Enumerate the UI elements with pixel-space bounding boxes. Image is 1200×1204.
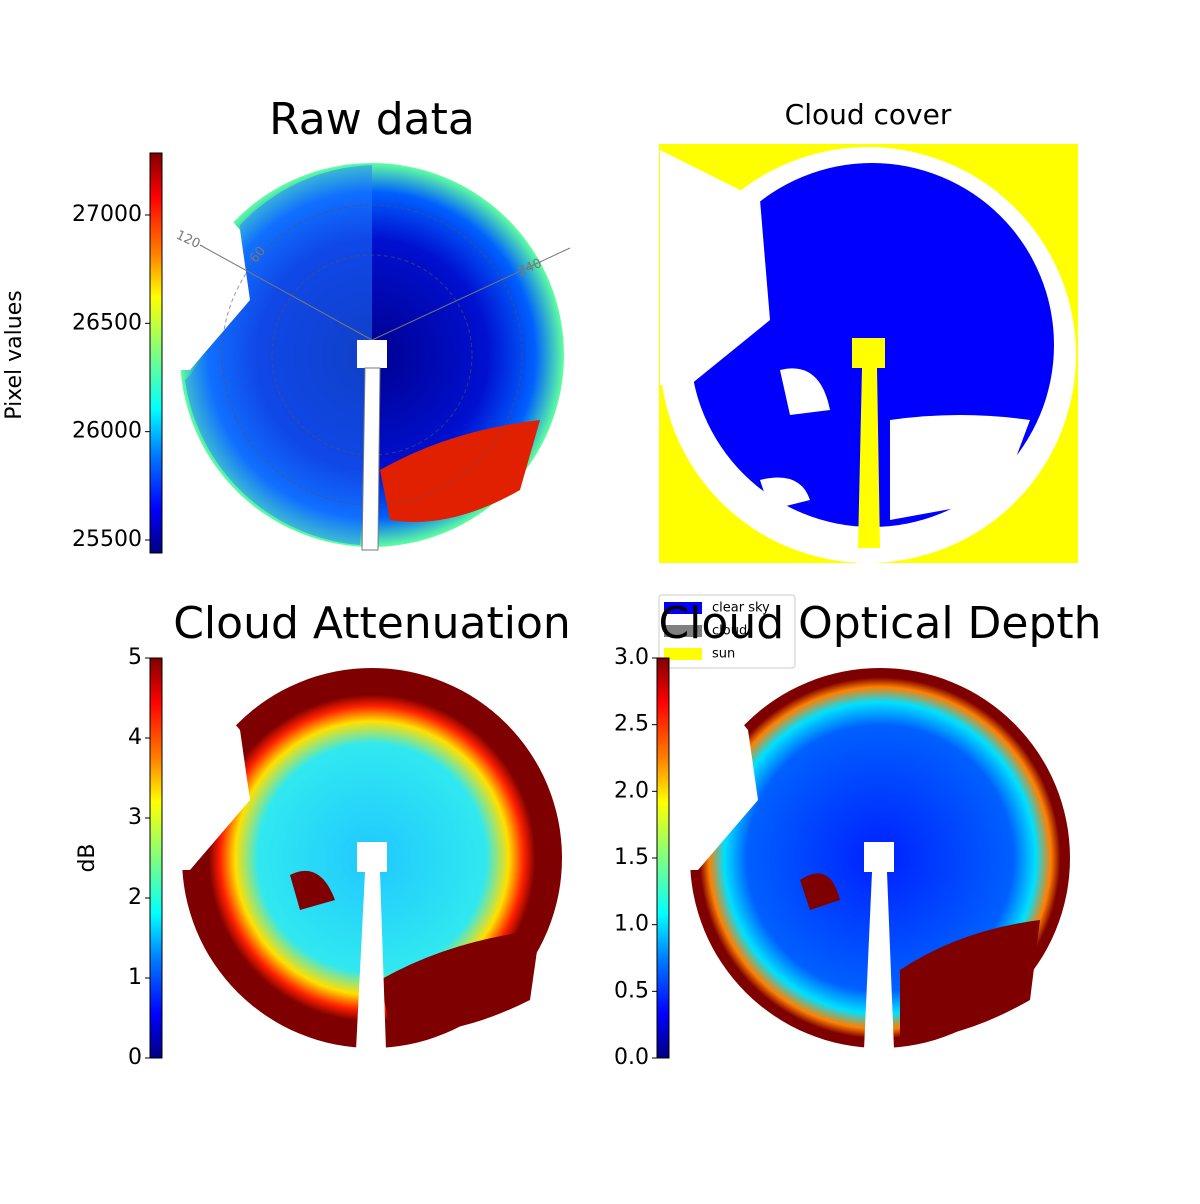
panel-title: Cloud Attenuation [173, 598, 571, 649]
colorbar-tick-label: 3 [128, 805, 142, 830]
legend-swatch [664, 625, 702, 637]
colorbar-tick-label: 26500 [72, 310, 142, 335]
legend-label: cloud [712, 624, 747, 639]
panel-title: Cloud cover [785, 98, 952, 131]
colorbar-tick-label: 2.5 [614, 712, 649, 737]
legend-swatch [664, 602, 702, 614]
colorbar-tick-label: 2.0 [614, 778, 649, 803]
colorbar-tick-label: 2 [128, 885, 142, 910]
y-axis-label: dB [75, 843, 100, 872]
panel-title: Cloud Optical Depth [658, 598, 1101, 649]
colorbar [149, 152, 163, 554]
colorbar-tick-label: 0.0 [614, 1045, 649, 1070]
colorbar-tick-label: 3.0 [614, 645, 649, 670]
colorbar-tick-label: 0.5 [614, 978, 649, 1003]
legend-label: sun [712, 647, 735, 662]
sky-image [180, 160, 571, 551]
legend-swatch [664, 648, 702, 660]
colorbar-tick-label: 25500 [72, 527, 142, 552]
cloud-mask-image [659, 144, 1078, 563]
y-axis-label: Pixel values [2, 290, 27, 419]
colorbar-tick-label: 1.0 [614, 912, 649, 937]
attenuation-image [180, 660, 562, 1050]
legend-label: clear sky [712, 601, 770, 616]
colorbar [149, 657, 163, 1059]
optical-depth-image [690, 660, 1070, 1050]
colorbar-tick-label: 0 [128, 1045, 142, 1070]
colorbar-tick-label: 27000 [72, 202, 142, 227]
colorbar [656, 657, 670, 1059]
colorbar-tick-label: 5 [128, 645, 142, 670]
colorbar-tick-label: 26000 [72, 419, 142, 444]
panel-title: Raw data [269, 94, 475, 145]
colorbar-tick-label: 4 [128, 725, 142, 750]
colorbar-tick-label: 1.5 [614, 845, 649, 870]
colorbar-tick-label: 1 [128, 965, 142, 990]
